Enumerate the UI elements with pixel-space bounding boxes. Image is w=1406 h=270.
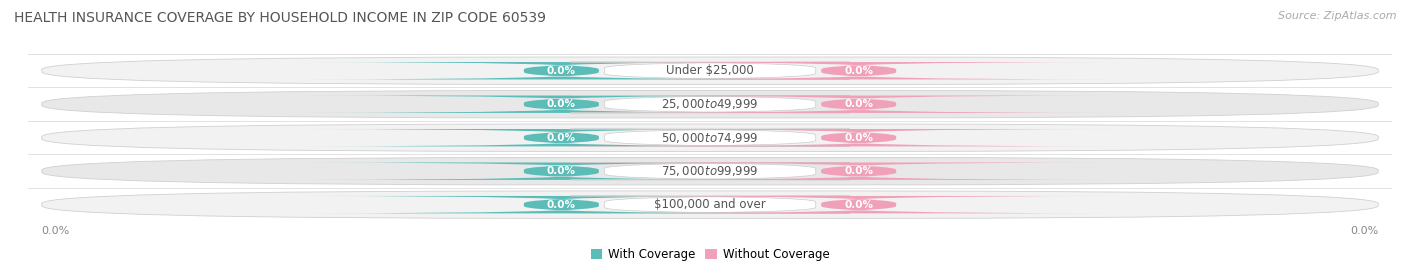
Text: 0.0%: 0.0% <box>844 99 873 109</box>
FancyBboxPatch shape <box>299 62 824 79</box>
Text: 0.0%: 0.0% <box>547 99 576 109</box>
Text: Source: ZipAtlas.com: Source: ZipAtlas.com <box>1278 11 1396 21</box>
Text: $50,000 to $74,999: $50,000 to $74,999 <box>661 131 759 145</box>
Text: 0.0%: 0.0% <box>547 200 576 210</box>
Text: HEALTH INSURANCE COVERAGE BY HOUSEHOLD INCOME IN ZIP CODE 60539: HEALTH INSURANCE COVERAGE BY HOUSEHOLD I… <box>14 11 546 25</box>
Text: 0.0%: 0.0% <box>844 200 873 210</box>
FancyBboxPatch shape <box>299 96 824 113</box>
FancyBboxPatch shape <box>571 196 849 213</box>
FancyBboxPatch shape <box>299 196 824 213</box>
FancyBboxPatch shape <box>571 129 849 146</box>
Legend: With Coverage, Without Coverage: With Coverage, Without Coverage <box>586 243 834 266</box>
Text: $75,000 to $99,999: $75,000 to $99,999 <box>661 164 759 178</box>
Text: 0.0%: 0.0% <box>547 166 576 176</box>
FancyBboxPatch shape <box>42 191 1378 218</box>
FancyBboxPatch shape <box>596 62 1121 79</box>
FancyBboxPatch shape <box>42 157 1378 185</box>
FancyBboxPatch shape <box>571 163 849 180</box>
FancyBboxPatch shape <box>42 57 1378 85</box>
Text: $25,000 to $49,999: $25,000 to $49,999 <box>661 97 759 111</box>
FancyBboxPatch shape <box>42 90 1378 118</box>
Text: 0.0%: 0.0% <box>844 166 873 176</box>
FancyBboxPatch shape <box>42 124 1378 151</box>
Text: 0.0%: 0.0% <box>547 133 576 143</box>
FancyBboxPatch shape <box>596 163 1121 180</box>
Text: 0.0%: 0.0% <box>844 133 873 143</box>
FancyBboxPatch shape <box>299 129 824 146</box>
FancyBboxPatch shape <box>299 163 824 180</box>
Text: 0.0%: 0.0% <box>547 66 576 76</box>
FancyBboxPatch shape <box>571 62 849 79</box>
FancyBboxPatch shape <box>596 129 1121 146</box>
Text: 0.0%: 0.0% <box>844 66 873 76</box>
FancyBboxPatch shape <box>596 96 1121 113</box>
Text: Under $25,000: Under $25,000 <box>666 64 754 77</box>
Text: $100,000 and over: $100,000 and over <box>654 198 766 211</box>
FancyBboxPatch shape <box>571 96 849 113</box>
FancyBboxPatch shape <box>596 196 1121 213</box>
